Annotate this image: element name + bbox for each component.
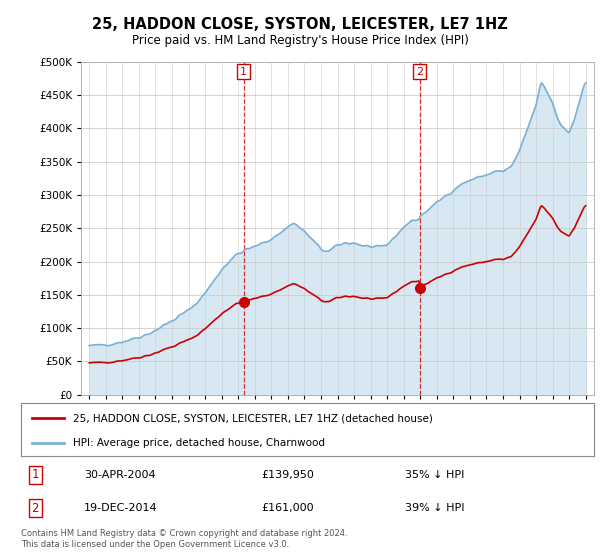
Text: 35% ↓ HPI: 35% ↓ HPI [405,470,464,480]
Text: £161,000: £161,000 [262,503,314,513]
Text: 25, HADDON CLOSE, SYSTON, LEICESTER, LE7 1HZ: 25, HADDON CLOSE, SYSTON, LEICESTER, LE7… [92,17,508,32]
Text: 25, HADDON CLOSE, SYSTON, LEICESTER, LE7 1HZ (detached house): 25, HADDON CLOSE, SYSTON, LEICESTER, LE7… [73,413,433,423]
Text: 2: 2 [416,67,423,77]
Text: 30-APR-2004: 30-APR-2004 [84,470,155,480]
Text: 2: 2 [32,502,39,515]
Text: 1: 1 [32,468,39,481]
Text: 39% ↓ HPI: 39% ↓ HPI [405,503,464,513]
Text: 1: 1 [240,67,247,77]
Text: £139,950: £139,950 [262,470,314,480]
Text: Contains HM Land Registry data © Crown copyright and database right 2024.
This d: Contains HM Land Registry data © Crown c… [21,529,347,549]
Text: HPI: Average price, detached house, Charnwood: HPI: Average price, detached house, Char… [73,438,325,448]
Text: 19-DEC-2014: 19-DEC-2014 [84,503,158,513]
Text: Price paid vs. HM Land Registry's House Price Index (HPI): Price paid vs. HM Land Registry's House … [131,34,469,46]
